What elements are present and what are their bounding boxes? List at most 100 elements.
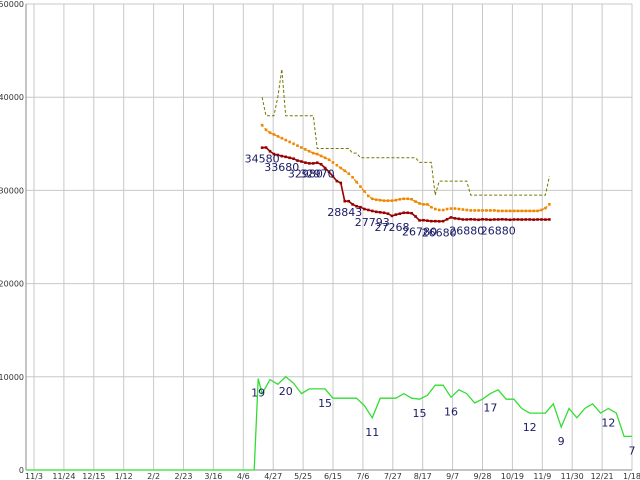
point-price [496, 218, 500, 221]
x-tick-label: 11/3 [25, 472, 43, 480]
point-moving-average [382, 199, 386, 202]
point-price [469, 217, 472, 221]
point-price [532, 218, 535, 221]
point-price [544, 218, 547, 221]
point-price [449, 216, 453, 219]
x-tick-label: 1/18 [623, 472, 640, 480]
point-moving-average [445, 207, 449, 211]
point-price [374, 210, 378, 214]
point-price [504, 218, 508, 221]
point-price [437, 220, 441, 223]
point-price [276, 153, 280, 157]
series-line-upper-band [261, 69, 550, 196]
point-moving-average [347, 172, 350, 175]
point-price [406, 211, 410, 215]
point-price [528, 218, 531, 221]
point-moving-average [504, 209, 508, 213]
point-moving-average [457, 207, 461, 211]
point-moving-average [508, 209, 512, 213]
point-moving-average [296, 144, 299, 147]
data-label-count: 12 [601, 416, 615, 429]
point-moving-average [469, 209, 472, 212]
point-price [516, 218, 520, 221]
x-tick-label: 7/27 [384, 472, 402, 480]
point-moving-average [378, 198, 382, 202]
point-moving-average [280, 136, 284, 140]
point-price [288, 156, 291, 160]
point-price [430, 219, 433, 223]
point-moving-average [453, 207, 457, 210]
point-moving-average [343, 169, 347, 173]
point-moving-average [323, 156, 327, 160]
y-tick-label: 50000 [0, 0, 24, 9]
y-tick-label: 30000 [0, 186, 24, 195]
point-price [524, 218, 528, 221]
point-price [304, 161, 307, 164]
point-price [308, 162, 311, 165]
point-moving-average [477, 209, 480, 212]
point-price [548, 218, 551, 221]
point-moving-average [426, 203, 429, 206]
point-moving-average [422, 203, 425, 206]
point-moving-average [433, 207, 437, 211]
point-price [280, 154, 284, 158]
point-moving-average [465, 208, 469, 212]
point-moving-average [351, 176, 354, 179]
point-price [335, 179, 339, 183]
data-label-count: 19 [251, 387, 265, 400]
point-price [351, 203, 354, 206]
point-moving-average [311, 151, 315, 155]
point-moving-average [370, 197, 374, 201]
x-tick-label: 12/21 [591, 472, 614, 480]
point-moving-average [524, 209, 528, 213]
point-price [426, 219, 429, 222]
point-price [481, 217, 484, 221]
data-label-count: 7 [629, 444, 636, 457]
y-tick-label: 0 [19, 466, 24, 475]
point-price [331, 175, 335, 178]
point-price [540, 218, 543, 221]
point-moving-average [414, 200, 417, 203]
point-moving-average [500, 209, 504, 213]
point-moving-average [540, 208, 543, 212]
chart-series [26, 69, 632, 471]
point-moving-average [359, 185, 362, 188]
point-price [410, 211, 413, 215]
x-tick-label: 4/27 [264, 472, 282, 480]
point-price [398, 212, 402, 215]
point-price [394, 213, 398, 216]
point-moving-average [304, 148, 307, 151]
point-price [433, 219, 437, 223]
point-price [473, 218, 476, 221]
point-moving-average [276, 135, 280, 138]
point-moving-average [308, 149, 311, 153]
point-moving-average [339, 166, 343, 170]
point-moving-average [319, 154, 323, 158]
x-tick-label: 11/9 [533, 472, 551, 480]
point-moving-average [441, 208, 445, 212]
x-tick-label: 11/30 [561, 472, 584, 480]
point-moving-average [430, 205, 433, 209]
point-moving-average [449, 207, 453, 210]
x-tick-label: 9/28 [474, 472, 492, 480]
point-price [367, 208, 370, 212]
point-price [441, 219, 445, 223]
point-price [370, 209, 374, 213]
point-moving-average [300, 146, 303, 149]
x-tick-label: 12/15 [82, 472, 105, 480]
point-moving-average [437, 208, 441, 212]
x-tick-label: 2/2 [147, 472, 160, 480]
point-moving-average [410, 197, 413, 201]
point-moving-average [528, 209, 531, 213]
x-tick-label: 10/19 [501, 472, 524, 480]
series-line-count [26, 375, 632, 471]
x-tick-label: 5/25 [294, 472, 312, 480]
point-price [485, 218, 488, 221]
point-price [323, 166, 327, 170]
y-tick-label: 10000 [0, 373, 24, 382]
point-price [508, 218, 512, 222]
point-price [512, 218, 516, 221]
y-tick-label: 40000 [0, 93, 24, 102]
point-moving-average [288, 140, 291, 144]
point-price [296, 159, 299, 162]
